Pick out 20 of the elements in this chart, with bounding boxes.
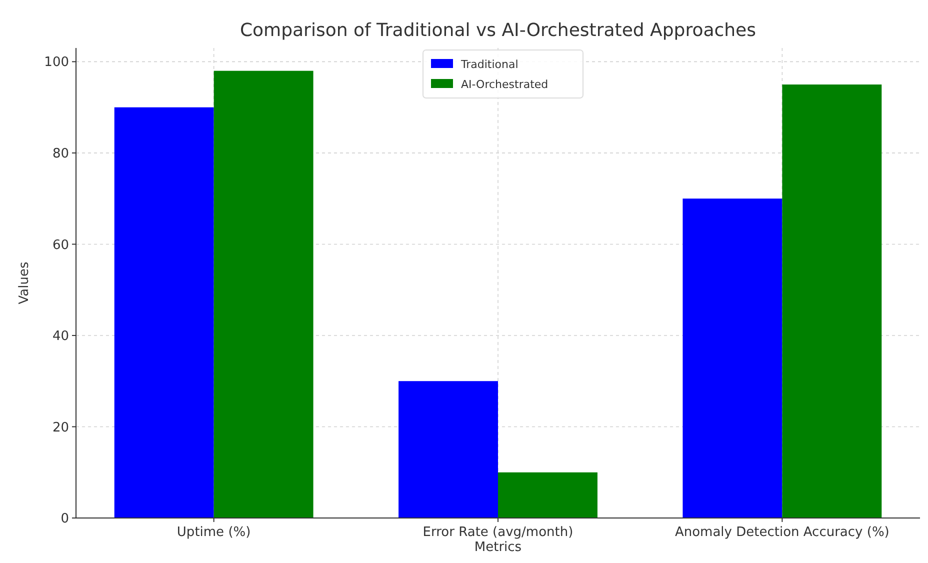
bar bbox=[782, 84, 882, 518]
y-tick-label: 0 bbox=[60, 512, 69, 527]
y-axis-title: Values bbox=[17, 262, 32, 304]
bar bbox=[398, 381, 498, 518]
bar bbox=[114, 107, 214, 518]
bar bbox=[682, 198, 782, 518]
bar bbox=[214, 70, 314, 518]
legend-label: AI-Orchestrated bbox=[461, 78, 548, 91]
x-axis-title: Metrics bbox=[474, 540, 522, 555]
bar bbox=[498, 472, 598, 518]
x-tick-label: Uptime (%) bbox=[176, 525, 251, 540]
y-tick-label: 20 bbox=[52, 420, 69, 436]
y-tick-label: 80 bbox=[52, 146, 69, 162]
y-tick-label: 100 bbox=[44, 55, 69, 70]
y-tick-label: 60 bbox=[52, 238, 69, 253]
y-tick-label: 40 bbox=[52, 329, 69, 344]
chart-title: Comparison of Traditional vs AI-Orchestrated Approaches bbox=[240, 20, 756, 41]
x-tick-label: Error Rate (avg/month) bbox=[422, 525, 574, 540]
legend-label: Traditional bbox=[460, 58, 518, 71]
x-tick-label: Anomaly Detection Accuracy (%) bbox=[674, 525, 890, 540]
